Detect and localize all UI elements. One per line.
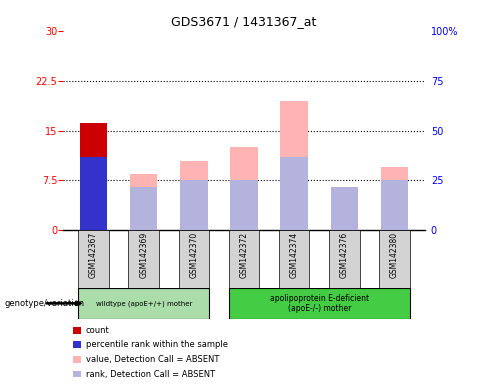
Text: percentile rank within the sample: percentile rank within the sample [85, 340, 227, 349]
Bar [279, 230, 309, 288]
Bar [130, 174, 158, 230]
Text: value, Detection Call = ABSENT: value, Detection Call = ABSENT [85, 355, 219, 364]
Text: GSM142380: GSM142380 [390, 232, 399, 278]
Text: GSM142376: GSM142376 [340, 232, 349, 278]
Text: GSM142370: GSM142370 [189, 232, 198, 278]
Bar [80, 122, 107, 230]
Bar [329, 230, 360, 288]
Text: wildtype (apoE+/+) mother: wildtype (apoE+/+) mother [96, 300, 192, 306]
Bar [330, 210, 358, 230]
Bar [78, 230, 109, 288]
Text: GSM142367: GSM142367 [89, 232, 98, 278]
Bar [229, 288, 410, 319]
Text: count: count [85, 326, 109, 335]
Bar [180, 180, 207, 230]
Bar [128, 230, 159, 288]
Text: genotype/variation: genotype/variation [5, 299, 85, 308]
Text: apolipoprotein E-deficient
(apoE-/-) mother: apolipoprotein E-deficient (apoE-/-) mot… [270, 294, 369, 313]
Bar [381, 180, 408, 230]
Text: rank, Detection Call = ABSENT: rank, Detection Call = ABSENT [85, 369, 215, 379]
Bar [281, 101, 308, 230]
Bar [381, 167, 408, 230]
Bar [230, 147, 258, 230]
Text: GDS3671 / 1431367_at: GDS3671 / 1431367_at [171, 15, 317, 28]
Text: GSM142372: GSM142372 [240, 232, 248, 278]
Bar [180, 161, 207, 230]
Bar [229, 230, 259, 288]
Bar [179, 230, 209, 288]
Bar [80, 157, 107, 230]
Bar [130, 187, 158, 230]
Text: GSM142374: GSM142374 [290, 232, 299, 278]
Text: GSM142369: GSM142369 [139, 232, 148, 278]
Bar [230, 180, 258, 230]
Bar [281, 157, 308, 230]
Bar [330, 187, 358, 230]
Bar [379, 230, 410, 288]
Bar [78, 288, 209, 319]
